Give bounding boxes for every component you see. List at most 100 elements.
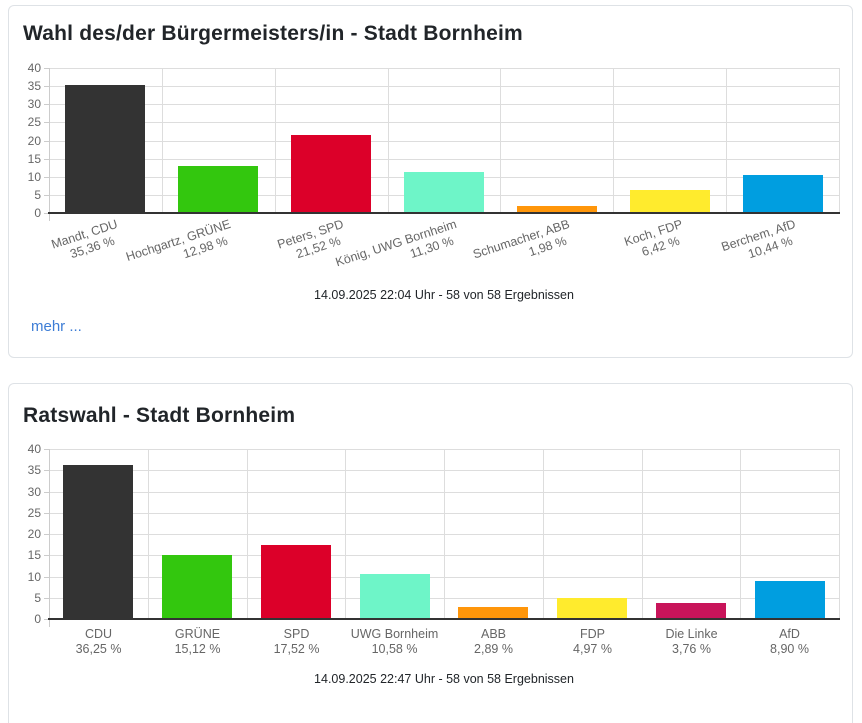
bar-peters-spd[interactable]	[291, 135, 371, 213]
bar-die-linke[interactable]	[656, 603, 726, 619]
panel-title-council: Ratswahl - Stadt Bornheim	[23, 404, 296, 427]
panel-title-mayor: Wahl des/der Bürgermeisters/in - Stadt B…	[23, 22, 523, 45]
y-axis-tick	[44, 534, 49, 535]
more-link[interactable]: mehr ...	[31, 318, 82, 335]
bar-cdu[interactable]	[63, 465, 133, 619]
y-axis-label: 5	[34, 187, 41, 202]
bar-k-nig-uwg-bornheim[interactable]	[404, 172, 484, 213]
y-axis-label: 25	[27, 115, 41, 130]
council-election-panel: Ratswahl - Stadt Bornheim 0 5 10 15 20 25 30 35…	[8, 383, 853, 723]
y-axis-tick	[44, 491, 49, 493]
gridline	[49, 122, 839, 124]
y-axis-label: 30	[27, 97, 41, 112]
result-status-mayor: 14.09.2025 22:04 Uhr - 58 von 58 Ergebni…	[314, 288, 574, 302]
category-name: SPD	[283, 627, 310, 641]
mayor-election-chart: 0 5 10 15 20 25 30 35 40 Mandt, CDU 35,36 % Hochgar…	[28, 61, 840, 269]
y-axis-label: 25	[27, 505, 41, 520]
bar-hochgartz-gr-ne[interactable]	[178, 166, 258, 213]
gridline	[500, 68, 501, 213]
y-axis-label: 20	[27, 133, 41, 148]
gridline	[148, 449, 149, 619]
y-axis-label: 5	[34, 590, 41, 605]
gridline	[726, 68, 727, 213]
result-status-council: 14.09.2025 22:47 Uhr - 58 von 58 Ergebni…	[314, 672, 574, 686]
gridline	[444, 449, 445, 619]
y-axis-tick	[44, 470, 49, 472]
mayor-election-panel: Wahl des/der Bürgermeisters/in - Stadt B…	[8, 5, 853, 358]
y-axis-tick	[44, 104, 49, 106]
bar-uwg-bornheim[interactable]	[360, 574, 430, 619]
category-percent: 10,58 %	[371, 642, 418, 656]
x-axis-label: Die Linke 3,76 %	[642, 627, 741, 657]
bar-afd[interactable]	[755, 581, 825, 619]
gridline	[49, 158, 839, 160]
y-axis-label: 40	[27, 61, 41, 75]
category-name: ABB	[480, 627, 506, 641]
y-axis-tick	[44, 158, 49, 160]
x-axis-label: SPD 17,52 %	[247, 627, 346, 657]
y-axis-label: 0	[34, 612, 41, 626]
gridline	[49, 86, 839, 88]
gridline	[388, 68, 389, 213]
y-axis-label: 0	[34, 206, 41, 220]
category-percent: 17,52 %	[273, 642, 320, 656]
gridline	[613, 68, 614, 213]
y-axis-tick	[44, 68, 49, 69]
bar-mandt-cdu[interactable]	[65, 85, 145, 213]
x-axis-label: GRÜNE 15,12 %	[148, 627, 247, 657]
category-percent: 2,89 %	[474, 642, 513, 656]
gridline	[49, 104, 839, 106]
category-name: UWG Bornheim	[350, 627, 439, 641]
y-axis-label: 15	[27, 151, 41, 166]
y-axis-tick	[44, 122, 49, 124]
bar-koch-fdp[interactable]	[630, 190, 710, 213]
bar-gr-ne[interactable]	[162, 555, 232, 619]
y-axis-tick	[44, 86, 49, 88]
gridline	[642, 449, 643, 619]
x-axis-label: CDU 36,25 %	[49, 627, 148, 657]
x-axis-label: FDP 4,97 %	[543, 627, 642, 657]
y-axis-tick	[44, 576, 49, 578]
y-axis-tick	[44, 194, 49, 196]
y-axis-line	[49, 68, 50, 221]
y-axis-label: 10	[27, 569, 41, 584]
x-axis-baseline	[48, 618, 840, 620]
y-axis-tick	[44, 512, 49, 514]
category-name: FDP	[580, 627, 605, 641]
category-name: Die Linke	[665, 627, 718, 641]
category-name: AfD	[779, 627, 800, 641]
y-axis-tick	[44, 213, 49, 214]
x-axis-label: UWG Bornheim 10,58 %	[345, 627, 444, 657]
category-percent: 15,12 %	[174, 642, 221, 656]
gridline	[275, 68, 276, 213]
x-axis-label: AfD 8,90 %	[740, 627, 839, 657]
bar-abb[interactable]	[458, 607, 528, 619]
y-axis-label: 15	[27, 548, 41, 563]
bar-fdp[interactable]	[557, 598, 627, 619]
category-percent: 36,25 %	[75, 642, 122, 656]
x-axis-label: ABB 2,89 %	[444, 627, 543, 657]
gridline	[543, 449, 544, 619]
y-axis-tick	[44, 619, 49, 620]
y-axis-tick	[44, 176, 49, 178]
y-axis-label: 35	[27, 463, 41, 478]
gridline	[49, 68, 839, 69]
y-axis-tick	[44, 555, 49, 557]
y-axis-line	[49, 449, 50, 627]
y-axis-tick	[44, 449, 49, 450]
bar-berchem-afd[interactable]	[743, 175, 823, 213]
y-axis-label: 30	[27, 484, 41, 499]
y-axis-label: 35	[27, 79, 41, 94]
gridline	[162, 68, 163, 213]
gridline	[49, 140, 839, 142]
category-name: CDU	[84, 627, 113, 641]
bar-spd[interactable]	[261, 545, 331, 619]
y-axis-tick	[44, 597, 49, 599]
gridline	[345, 449, 346, 619]
x-axis-baseline	[48, 212, 840, 214]
category-percent: 3,76 %	[672, 642, 711, 656]
gridline	[740, 449, 741, 619]
bar-schumacher-abb[interactable]	[517, 206, 597, 213]
y-axis-label: 40	[27, 442, 41, 456]
y-axis-label: 20	[27, 527, 41, 541]
